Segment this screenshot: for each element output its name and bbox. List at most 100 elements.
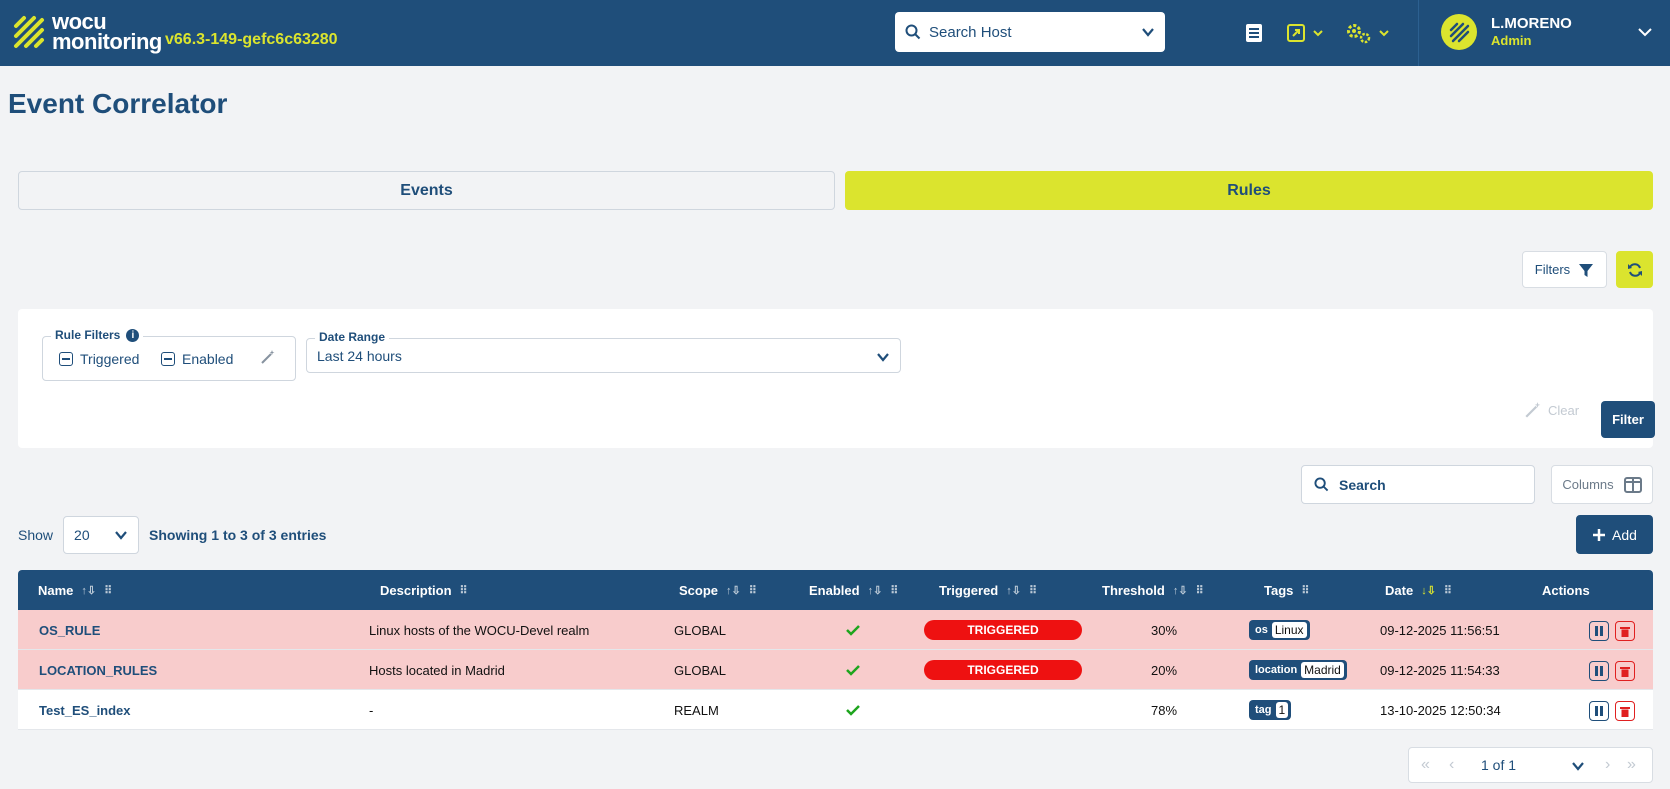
chevron-down-icon xyxy=(1638,28,1652,37)
table-header: Name ↑⇩ ⠿ Description ⠿ Scope ↑⇩ ⠿ Enabled ↑⇩ ⠿… xyxy=(18,570,1653,610)
enabled-check-icon xyxy=(846,690,860,730)
columns-button[interactable]: Columns xyxy=(1551,465,1653,504)
chevron-down-icon xyxy=(877,353,889,362)
column-header-date[interactable]: Date ↓⇩ ⠿ xyxy=(1385,582,1452,598)
enabled-checkbox[interactable]: Enabled xyxy=(161,351,233,367)
table-row[interactable]: Test_ES_index - REALM 78% tag 1 13-10-202… xyxy=(18,690,1653,730)
trash-icon xyxy=(1620,626,1630,637)
pause-icon xyxy=(1595,626,1603,636)
triggered-badge: TRIGGERED xyxy=(924,650,1082,690)
chevron-down-icon[interactable] xyxy=(1571,759,1585,773)
table-search-input[interactable]: Search xyxy=(1301,465,1535,504)
rules-table: Name ↑⇩ ⠿ Description ⠿ Scope ↑⇩ ⠿ Enabled ↑⇩ ⠿… xyxy=(18,570,1653,730)
pagination: « ‹ 1 of 1 › » xyxy=(1408,747,1653,783)
apply-filter-button[interactable]: Filter xyxy=(1601,401,1655,438)
rule-date: 13-10-2025 12:50:34 xyxy=(1380,702,1501,718)
chevron-down-icon xyxy=(1313,30,1323,37)
enabled-check-icon xyxy=(846,650,860,690)
rule-name-link[interactable]: LOCATION_RULES xyxy=(39,662,158,678)
add-label: Add xyxy=(1612,526,1637,543)
delete-button[interactable] xyxy=(1615,621,1635,641)
rule-name-link[interactable]: OS_RULE xyxy=(39,622,101,638)
date-range-value: Last 24 hours xyxy=(317,348,402,364)
rule-description: - xyxy=(369,702,374,718)
rule-date: 09-12-2025 11:54:33 xyxy=(1380,662,1500,678)
rule-name-link[interactable]: Test_ES_index xyxy=(39,702,131,718)
magic-wand-icon[interactable] xyxy=(260,349,276,365)
trash-icon xyxy=(1620,706,1630,717)
avatar-pattern-icon xyxy=(1449,22,1470,43)
docs-button[interactable] xyxy=(1244,20,1264,46)
columns-icon xyxy=(1623,476,1642,493)
previous-page-icon[interactable]: ‹ xyxy=(1449,756,1455,773)
pause-icon xyxy=(1595,706,1603,716)
table-search-placeholder: Search xyxy=(1339,476,1386,493)
chevron-down-icon xyxy=(1142,28,1154,37)
first-page-icon[interactable]: « xyxy=(1421,756,1430,773)
add-rule-button[interactable]: Add xyxy=(1576,515,1653,554)
column-header-tags[interactable]: Tags ⠿ xyxy=(1264,582,1310,598)
logo-line-2: monitoring xyxy=(52,29,162,54)
enabled-check-icon xyxy=(846,610,860,650)
pause-button[interactable] xyxy=(1589,701,1609,721)
next-page-icon[interactable]: › xyxy=(1605,756,1611,773)
search-icon xyxy=(905,24,921,40)
page-size-value: 20 xyxy=(74,527,90,543)
filters-label: Filters xyxy=(1534,262,1571,277)
pause-button[interactable] xyxy=(1589,621,1609,641)
pause-button[interactable] xyxy=(1589,661,1609,681)
column-header-actions: Actions xyxy=(1542,582,1590,598)
tab-events[interactable]: Events xyxy=(18,171,835,210)
refresh-button[interactable] xyxy=(1616,251,1653,288)
column-header-threshold[interactable]: Threshold ↑⇩ ⠿ xyxy=(1102,582,1204,598)
rule-filters-label: Rule Filters xyxy=(55,328,121,342)
date-range-select[interactable]: Date Range Last 24 hours xyxy=(306,330,901,373)
page-title: Event Correlator xyxy=(8,88,228,119)
user-menu[interactable]: L.MORENO Admin xyxy=(1418,0,1670,66)
tab-rules[interactable]: Rules xyxy=(845,171,1653,210)
settings-menu[interactable] xyxy=(1346,20,1390,46)
chevron-down-icon xyxy=(1379,30,1389,37)
tag-chip: location Madrid xyxy=(1249,650,1347,690)
host-search-select[interactable]: Search Host xyxy=(895,12,1165,52)
rule-threshold: 30% xyxy=(1151,622,1178,638)
rule-threshold: 78% xyxy=(1151,702,1178,718)
triggered-checkbox[interactable]: Triggered xyxy=(59,351,139,367)
table-row[interactable]: OS_RULE Linux hosts of the WOCU-Devel re… xyxy=(18,610,1653,650)
column-header-triggered[interactable]: Triggered ↑⇩ ⠿ xyxy=(939,582,1038,598)
refresh-icon xyxy=(1627,262,1642,277)
rule-threshold: 20% xyxy=(1151,662,1178,678)
rule-description: Linux hosts of the WOCU-Devel realm xyxy=(369,622,590,638)
rule-filters-group: Rule Filters i Triggered Enabled xyxy=(42,328,296,381)
page-size-select[interactable]: 20 xyxy=(63,516,140,554)
external-link-icon xyxy=(1287,24,1305,42)
wocu-logo[interactable]: wocu monitoring xyxy=(12,9,162,54)
column-header-description[interactable]: Description ⠿ xyxy=(380,582,468,598)
column-header-name[interactable]: Name ↑⇩ ⠿ xyxy=(38,582,113,598)
avatar xyxy=(1441,14,1477,50)
filters-toggle-button[interactable]: Filters xyxy=(1522,251,1607,288)
table-row[interactable]: LOCATION_RULES Hosts located in Madrid G… xyxy=(18,650,1653,690)
triggered-badge: TRIGGERED xyxy=(924,610,1082,650)
rule-description: Hosts located in Madrid xyxy=(369,662,505,678)
tag-chip: tag 1 xyxy=(1249,690,1292,730)
top-bar: wocu monitoring v66.3-149-gefc6c63280 Se… xyxy=(0,0,1670,66)
clear-label: Clear xyxy=(1548,402,1580,418)
triggered-label: Triggered xyxy=(80,351,140,367)
delete-button[interactable] xyxy=(1615,701,1635,721)
last-page-icon[interactable]: » xyxy=(1627,756,1636,773)
delete-button[interactable] xyxy=(1615,661,1635,681)
logo-line-1: wocu xyxy=(52,9,107,34)
search-icon xyxy=(1314,477,1329,492)
rule-scope: REALM xyxy=(674,702,719,718)
external-links-menu[interactable] xyxy=(1286,20,1324,46)
column-header-enabled[interactable]: Enabled ↑⇩ ⠿ xyxy=(809,582,899,598)
user-role: Admin xyxy=(1491,33,1532,48)
info-icon[interactable]: i xyxy=(126,328,140,342)
gears-icon xyxy=(1347,24,1371,44)
filter-panel: Rule Filters i Triggered Enabled Date Ra… xyxy=(18,309,1655,448)
clear-filters-button[interactable]: Clear xyxy=(1524,401,1579,419)
checkbox-indeterminate-icon xyxy=(59,352,73,366)
funnel-icon xyxy=(1579,263,1594,277)
column-header-scope[interactable]: Scope ↑⇩ ⠿ xyxy=(679,582,757,598)
